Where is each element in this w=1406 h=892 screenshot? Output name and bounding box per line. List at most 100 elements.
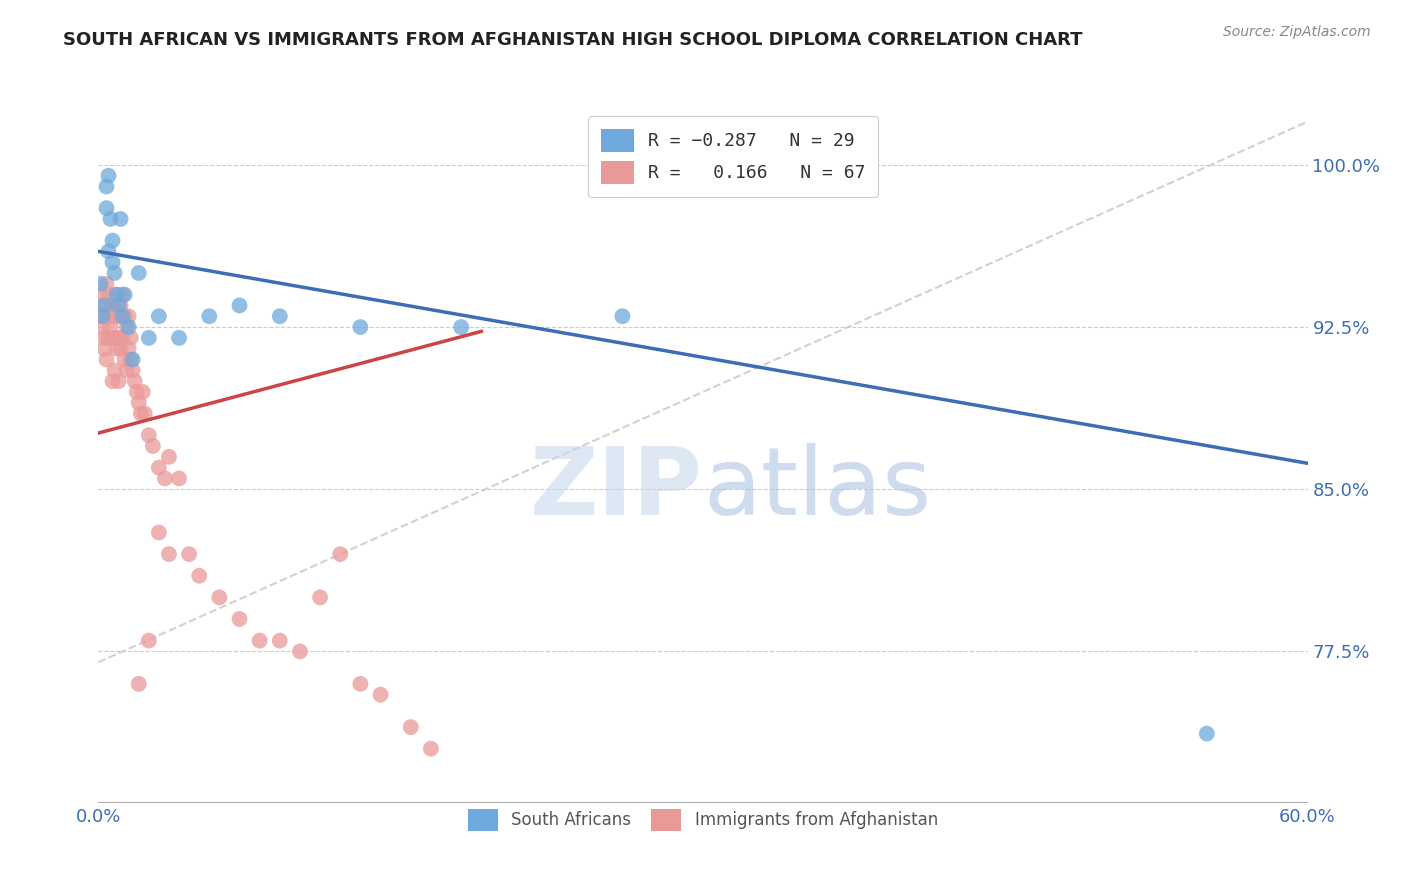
- Point: [101, 374, 124, 388]
- Point: [114, 352, 136, 367]
- Point: [107, 298, 129, 312]
- Point: [96, 277, 118, 291]
- Point: [188, 568, 211, 582]
- Point: [349, 677, 371, 691]
- Point: [121, 363, 143, 377]
- Point: [110, 298, 132, 312]
- Point: [105, 310, 128, 324]
- Point: [118, 342, 141, 356]
- Point: [107, 374, 129, 388]
- Point: [91, 310, 114, 324]
- Point: [228, 298, 250, 312]
- Point: [179, 547, 201, 561]
- Point: [101, 310, 124, 324]
- Point: [142, 439, 165, 453]
- Point: [420, 741, 443, 756]
- Point: [103, 266, 125, 280]
- Point: [103, 363, 125, 377]
- Point: [370, 688, 392, 702]
- Point: [128, 266, 150, 280]
- Point: [120, 352, 142, 367]
- Point: [208, 591, 231, 605]
- Point: [148, 460, 170, 475]
- Point: [249, 633, 271, 648]
- Point: [115, 363, 138, 377]
- Point: [114, 287, 136, 301]
- Point: [120, 331, 142, 345]
- Point: [100, 211, 122, 226]
- Point: [399, 720, 422, 734]
- Point: [269, 633, 291, 648]
- Point: [110, 211, 132, 226]
- Point: [129, 407, 152, 421]
- Point: [128, 677, 150, 691]
- Point: [89, 287, 111, 301]
- Point: [97, 310, 120, 324]
- Point: [198, 310, 221, 324]
- Point: [91, 320, 114, 334]
- Point: [96, 179, 118, 194]
- Point: [1195, 726, 1218, 740]
- Point: [167, 471, 190, 485]
- Point: [101, 234, 124, 248]
- Point: [111, 310, 134, 324]
- Point: [269, 310, 291, 324]
- Point: [118, 310, 141, 324]
- Point: [114, 310, 136, 324]
- Point: [228, 612, 250, 626]
- Point: [89, 277, 111, 291]
- Point: [107, 331, 129, 345]
- Point: [96, 352, 118, 367]
- Point: [105, 342, 128, 356]
- Point: [91, 310, 114, 324]
- Point: [97, 331, 120, 345]
- Point: [105, 287, 128, 301]
- Point: [138, 428, 160, 442]
- Point: [97, 169, 120, 183]
- Point: [157, 547, 180, 561]
- Point: [100, 298, 122, 312]
- Point: [97, 244, 120, 259]
- Point: [111, 287, 134, 301]
- Point: [96, 201, 118, 215]
- Point: [128, 396, 150, 410]
- Point: [103, 331, 125, 345]
- Point: [89, 298, 111, 312]
- Text: atlas: atlas: [703, 442, 931, 535]
- Point: [329, 547, 352, 561]
- Point: [93, 298, 115, 312]
- Point: [121, 352, 143, 367]
- Point: [124, 374, 146, 388]
- Point: [107, 310, 129, 324]
- Point: [110, 342, 132, 356]
- Point: [111, 331, 134, 345]
- Point: [103, 298, 125, 312]
- Text: SOUTH AFRICAN VS IMMIGRANTS FROM AFGHANISTAN HIGH SCHOOL DIPLOMA CORRELATION CHA: SOUTH AFRICAN VS IMMIGRANTS FROM AFGHANI…: [63, 31, 1083, 49]
- Point: [138, 331, 160, 345]
- Point: [93, 331, 115, 345]
- Text: ZIP: ZIP: [530, 442, 703, 535]
- Point: [288, 644, 311, 658]
- Point: [93, 342, 115, 356]
- Point: [349, 320, 371, 334]
- Point: [97, 287, 120, 301]
- Point: [148, 525, 170, 540]
- Point: [125, 384, 148, 399]
- Point: [450, 320, 472, 334]
- Point: [115, 320, 138, 334]
- Point: [134, 407, 156, 421]
- Point: [148, 310, 170, 324]
- Point: [101, 255, 124, 269]
- Point: [100, 320, 122, 334]
- Point: [132, 384, 155, 399]
- Point: [157, 450, 180, 464]
- Point: [138, 633, 160, 648]
- Point: [118, 320, 141, 334]
- Point: [153, 471, 176, 485]
- Legend: South Africans, Immigrants from Afghanistan: South Africans, Immigrants from Afghanis…: [461, 803, 945, 838]
- Point: [105, 287, 128, 301]
- Point: [309, 591, 332, 605]
- Point: [101, 331, 124, 345]
- Point: [612, 310, 634, 324]
- Point: [167, 331, 190, 345]
